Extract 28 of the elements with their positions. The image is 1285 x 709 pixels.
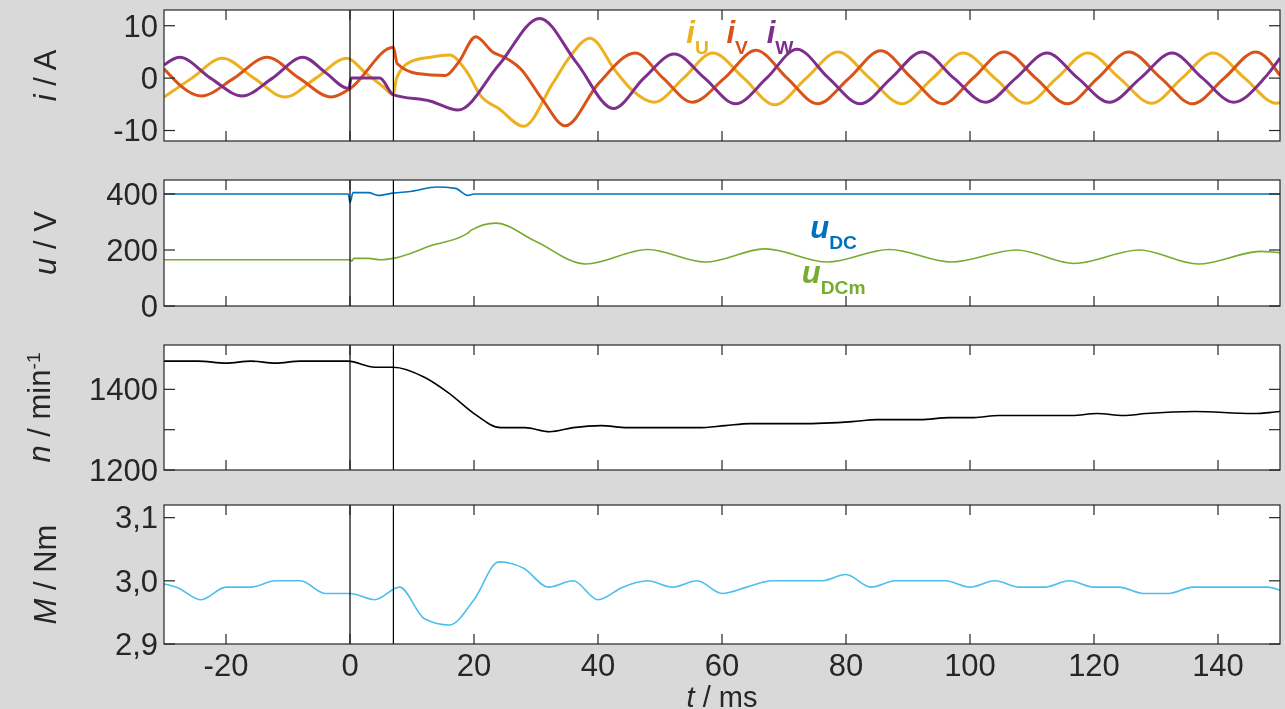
x-tick-label: 80 xyxy=(828,648,864,683)
y-tick-label: 1200 xyxy=(89,452,158,488)
y-tick-label: 0 xyxy=(140,288,158,324)
x-tick-label: 40 xyxy=(580,648,616,683)
x-tick-label: 120 xyxy=(1068,648,1120,683)
x-tick-label: -20 xyxy=(203,648,249,683)
series-label: i$_{V}$ xyxy=(726,15,749,58)
y-tick-label: 0 xyxy=(140,60,158,96)
x-tick-label: 60 xyxy=(704,648,740,683)
y-tick-label: 400 xyxy=(106,176,158,212)
x-tick-label: 100 xyxy=(944,648,996,683)
y-tick-label: 2,9 xyxy=(114,626,158,662)
series-label: u$_{DCm}$ xyxy=(801,255,866,298)
series-label: u$_{DC}$ xyxy=(810,209,858,253)
x-axis-title: t / ms xyxy=(686,681,758,709)
y-tick-label: 3,0 xyxy=(114,563,158,599)
y-tick-label: 200 xyxy=(106,232,158,268)
y-axis-title: i / A xyxy=(28,49,63,102)
x-tick-label: 140 xyxy=(1192,648,1244,683)
series-label: i$_{U}$ xyxy=(686,15,709,58)
x-tick-label: 0 xyxy=(341,648,359,683)
y-axis-title: M / Nm xyxy=(28,524,63,625)
y-axis-title: u / V xyxy=(28,210,63,275)
y-tick-label: -10 xyxy=(113,113,158,149)
x-tick-label: 20 xyxy=(456,648,492,683)
y-tick-label: 10 xyxy=(123,8,158,44)
y-tick-label: 1400 xyxy=(89,372,158,408)
y-tick-label: 3,1 xyxy=(114,500,158,536)
